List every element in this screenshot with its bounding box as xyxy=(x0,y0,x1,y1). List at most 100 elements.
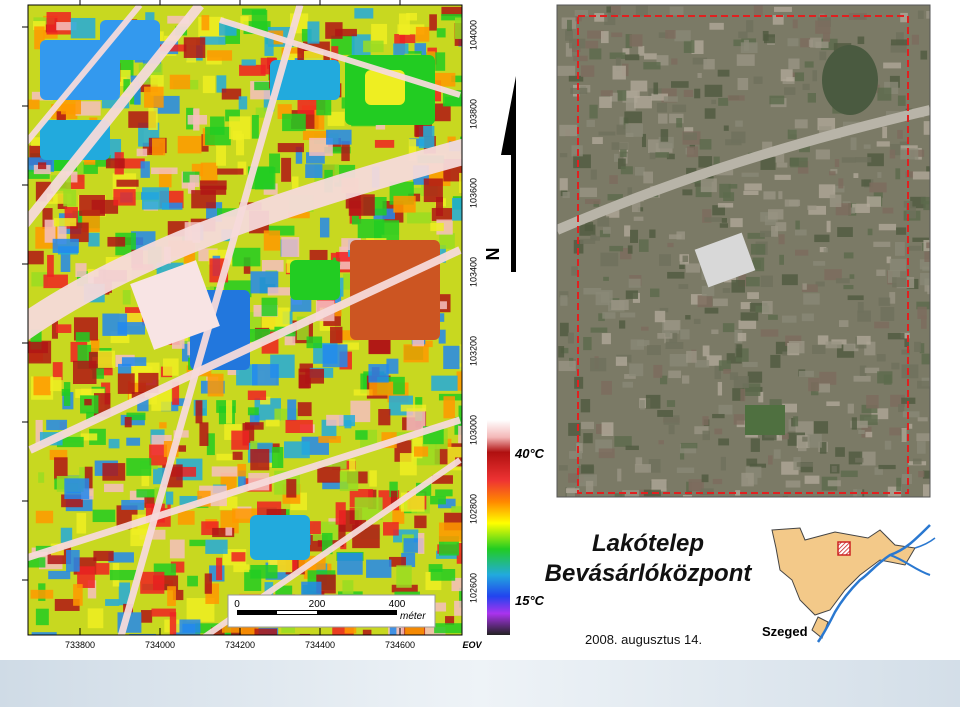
photo-patch xyxy=(815,383,830,393)
photo-patch xyxy=(665,30,676,39)
thermal-patch xyxy=(438,329,446,344)
thermal-patch xyxy=(343,273,355,290)
photo-patch xyxy=(610,92,618,102)
photo-patch xyxy=(735,490,741,496)
photo-patch xyxy=(672,104,687,113)
photo-patch xyxy=(657,410,674,417)
photo-patch xyxy=(682,189,693,196)
photo-patch xyxy=(625,34,632,49)
photo-patch xyxy=(658,136,674,149)
photo-patch xyxy=(916,301,930,310)
photo-patch xyxy=(853,489,863,497)
thermal-patch xyxy=(35,608,49,626)
photo-patch xyxy=(760,230,774,238)
photo-patch xyxy=(559,153,568,158)
photo-pond xyxy=(822,45,878,115)
thermal-patch xyxy=(374,139,395,148)
thermal-patch xyxy=(438,498,456,509)
photo-patch xyxy=(826,220,831,233)
scale-label: 400 xyxy=(389,599,406,610)
photo-patch xyxy=(843,284,854,290)
photo-patch xyxy=(598,313,605,322)
thermal-patch xyxy=(435,196,443,217)
thermal-patch xyxy=(335,330,359,341)
thermal-patch xyxy=(458,425,462,444)
photo-patch xyxy=(671,81,689,88)
photo-patch xyxy=(876,141,890,147)
thermal-patch xyxy=(250,449,270,471)
title-line: Lakótelep xyxy=(592,530,704,557)
photo-patch xyxy=(658,440,664,445)
thermal-patch xyxy=(88,232,100,247)
photo-patch xyxy=(560,347,569,354)
thermal-patch xyxy=(240,16,249,30)
photo-patch xyxy=(807,205,817,210)
north-label: N xyxy=(483,248,503,261)
thermal-patch xyxy=(428,564,443,572)
photo-patch xyxy=(592,137,603,145)
photo-patch xyxy=(864,367,880,374)
photo-patch xyxy=(667,242,674,248)
thermal-patch xyxy=(54,457,68,480)
photo-patch xyxy=(901,349,910,355)
thermal-patch xyxy=(217,168,244,175)
photo-patch xyxy=(740,312,759,321)
thermal-patch xyxy=(456,371,462,391)
thermal-patch xyxy=(170,561,185,573)
thermal-patch xyxy=(76,513,87,534)
photo-patch xyxy=(784,87,796,95)
photo-patch xyxy=(738,31,748,39)
thermal-patch xyxy=(241,59,256,66)
photo-patch xyxy=(815,20,831,34)
thermal-patch xyxy=(319,217,330,238)
thermal-patch xyxy=(231,430,250,450)
photo-patch xyxy=(617,90,627,101)
thermal-patch xyxy=(105,158,125,169)
photo-patch xyxy=(613,153,619,162)
photo-patch xyxy=(557,65,576,76)
thermal-patch xyxy=(305,164,323,178)
thermal-patch xyxy=(28,169,50,179)
photo-patch xyxy=(742,361,758,368)
photo-patch xyxy=(849,274,855,279)
thermal-patch xyxy=(199,422,209,446)
thermal-patch xyxy=(331,288,342,313)
thermal-patch xyxy=(371,23,388,45)
thermal-patch xyxy=(388,556,406,567)
thermal-patch xyxy=(441,14,462,21)
thermal-patch xyxy=(158,44,187,52)
thermal-patch xyxy=(429,14,437,31)
y-tick-label: 104000 xyxy=(468,20,478,50)
thermal-patch xyxy=(142,187,170,210)
thermal-patch xyxy=(400,404,427,412)
photo-patch xyxy=(741,472,754,487)
thermal-patch xyxy=(181,340,190,362)
photo-patch xyxy=(600,252,619,267)
thermal-patch xyxy=(207,50,233,61)
photo-patch xyxy=(829,194,842,208)
photo-patch xyxy=(565,488,580,494)
thermal-patch xyxy=(254,628,278,635)
photo-patch xyxy=(721,217,727,223)
photo-patch xyxy=(625,54,640,61)
photo-patch xyxy=(778,191,783,200)
thermal-patch xyxy=(72,360,97,385)
thermal-patch xyxy=(445,616,455,625)
photo-patch xyxy=(917,306,927,320)
photo-patch xyxy=(867,153,884,167)
photo-patch xyxy=(699,488,714,496)
photo-patch xyxy=(901,364,919,379)
thermal-patch xyxy=(173,398,190,407)
photo-patch xyxy=(855,457,864,463)
photo-patch xyxy=(733,39,746,47)
photo-patch xyxy=(802,283,807,290)
photo-patch xyxy=(728,184,738,189)
thermal-patch xyxy=(369,381,394,396)
thermal-patch xyxy=(320,459,347,469)
thermal-patch xyxy=(63,189,77,207)
photo-patch xyxy=(747,292,759,299)
thermal-patch xyxy=(73,584,83,606)
photo-patch xyxy=(763,34,775,44)
photo-patch xyxy=(668,424,675,435)
thermal-patch xyxy=(61,98,82,115)
